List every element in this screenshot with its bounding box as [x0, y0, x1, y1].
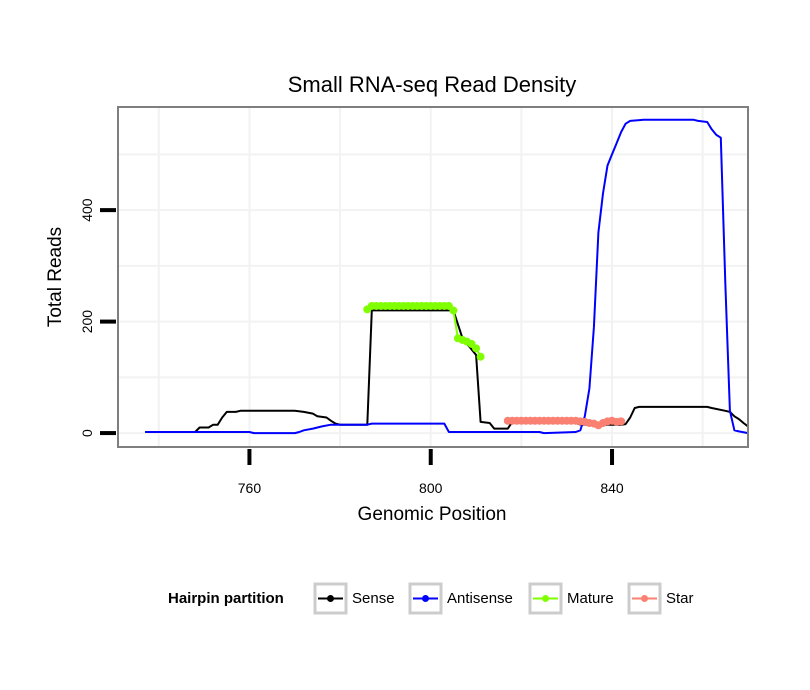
grid — [118, 107, 748, 447]
mature-point — [472, 344, 481, 353]
legend-item-antisense: Antisense — [408, 582, 513, 615]
series-layer — [145, 118, 749, 435]
y-tick-label: 400 — [79, 198, 95, 222]
y-axis: 0 200 400 — [79, 198, 116, 437]
legend-label-sense: Sense — [352, 590, 395, 607]
y-tick-label: 0 — [79, 429, 95, 437]
mature-point — [476, 352, 485, 361]
legend-item-mature: Mature — [528, 582, 614, 615]
legend-key-point-sense — [327, 595, 334, 602]
legend-item-sense: Sense — [313, 582, 395, 615]
legend-title: Hairpin partition — [168, 590, 284, 607]
x-axis-label: Genomic Position — [358, 504, 507, 525]
legend-key-point-antisense — [422, 595, 429, 602]
plot-background — [118, 107, 748, 447]
y-tick-label: 200 — [79, 310, 95, 334]
legend: Hairpin partition Sense Antisense Mature St… — [168, 582, 694, 615]
legend-key-point-mature — [542, 595, 549, 602]
antisense-series-line — [145, 118, 749, 435]
x-tick-label: 840 — [600, 480, 624, 496]
legend-item-star: Star — [627, 582, 694, 615]
plot-border — [117, 106, 749, 448]
legend-key-point-star — [641, 595, 648, 602]
legend-label-antisense: Antisense — [447, 590, 513, 607]
chart-title: Small RNA-seq Read Density — [288, 72, 577, 97]
legend-label-star: Star — [666, 590, 694, 607]
x-axis: 760 800 840 — [238, 449, 624, 496]
legend-label-mature: Mature — [567, 590, 614, 607]
mature-point — [449, 306, 458, 315]
y-axis-label: Total Reads — [45, 227, 66, 327]
star-point — [617, 417, 626, 426]
x-tick-label: 760 — [238, 480, 262, 496]
x-tick-label: 800 — [419, 480, 443, 496]
